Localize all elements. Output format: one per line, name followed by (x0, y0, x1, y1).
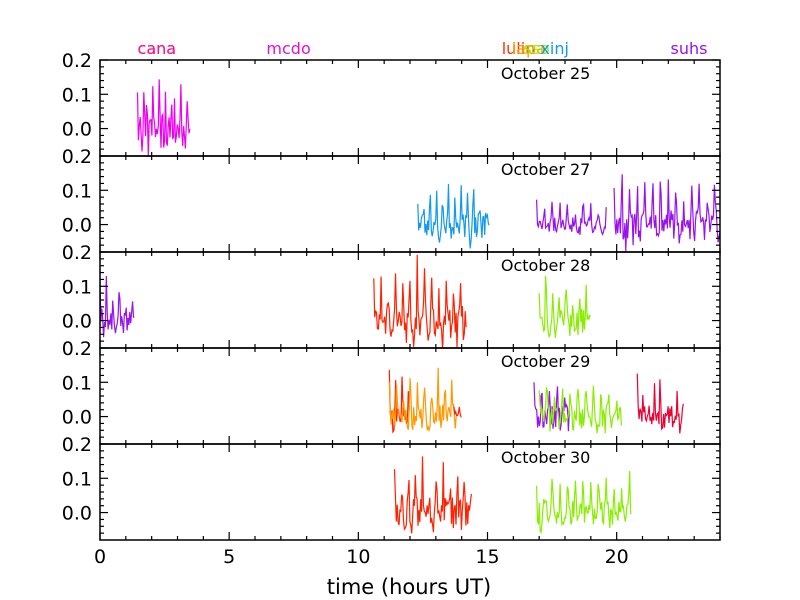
y-tick-label: 0.1 (62, 468, 92, 490)
series-line-lapa (388, 367, 457, 433)
x-tick-label: 15 (475, 546, 499, 568)
series-line-xinj (417, 183, 490, 249)
series-line-lulin (388, 369, 410, 434)
y-tick-label: 0.2 (62, 50, 92, 72)
panel-date-label: October 29 (501, 352, 590, 371)
x-axis-ticks: 0 5 10 15 20 (94, 546, 629, 568)
y-tick-label: 0.2 (62, 146, 92, 168)
series-line-mcdo (136, 79, 191, 156)
panel-5: 0.0 0.1 0.2 October 30 (62, 434, 721, 541)
y-tick-label: 0.1 (62, 84, 92, 106)
panel-date-label: October 30 (501, 448, 590, 467)
y-tick-label: 0.0 (62, 215, 92, 237)
panel-3: 0.0 0.1 0.2 October 28 (62, 242, 721, 349)
y-tick-label: 0.1 (62, 180, 92, 202)
y-tick-label: 0.0 (62, 311, 92, 333)
panel-series-group (100, 254, 591, 348)
series-line-suhs (100, 275, 135, 338)
series-line-lulin (373, 254, 467, 348)
panel-4: 0.0 0.1 0.2 October 29 (62, 338, 721, 445)
series-line-sso (538, 385, 622, 434)
y-tick-label: 0.2 (62, 434, 92, 456)
x-axis-title: time (hours UT) (327, 575, 491, 599)
panel-series-group (136, 79, 191, 156)
series-line-cana (636, 373, 684, 434)
series-line-suhs (533, 382, 570, 432)
panel-date-label: October 25 (501, 64, 590, 83)
site-label-xinj: xinj (540, 39, 569, 58)
x-tick-label: 5 (223, 546, 235, 568)
panel-date-label: October 27 (501, 160, 590, 179)
site-label-sso: sso (523, 39, 549, 58)
site-label-mcdo: mcdo (266, 39, 310, 58)
site-label-suhs: suhs (671, 39, 708, 58)
y-tick-label: 0.1 (62, 276, 92, 298)
panel-2: 0.0 0.1 0.2 October 27 (62, 146, 721, 253)
panel-date-label: October 28 (501, 256, 590, 275)
series-line-lulin (393, 456, 472, 534)
y-tick-label: 0.0 (62, 119, 92, 141)
site-label-cana: cana (138, 39, 177, 58)
series-line-sso (538, 275, 591, 338)
series-line-lulin (453, 406, 462, 418)
x-tick-label: 20 (605, 546, 629, 568)
panel-frame (99, 59, 721, 157)
series-line-suhs (536, 199, 607, 237)
y-tick-label: 0.2 (62, 338, 92, 360)
series-line-sso (536, 470, 632, 534)
series-line-suhs (613, 174, 720, 252)
y-tick-label: 0.0 (62, 407, 92, 429)
y-tick-label: 0.0 (62, 503, 92, 525)
panel-1: 0.0 0.1 0.2 October 25 (62, 50, 721, 157)
x-tick-label: 0 (94, 546, 106, 568)
site-label-lapa: lapa (512, 39, 546, 58)
panel-series-group (388, 367, 684, 434)
site-label-cana: cana (138, 39, 177, 58)
panel-frame (99, 443, 721, 541)
panel-series-group (417, 174, 720, 252)
x-tick-label: 10 (346, 546, 370, 568)
site-label-lulin: lulin (502, 39, 536, 58)
y-tick-label: 0.1 (62, 372, 92, 394)
y-tick-label: 0.2 (62, 242, 92, 264)
panel-series-group (393, 456, 632, 534)
